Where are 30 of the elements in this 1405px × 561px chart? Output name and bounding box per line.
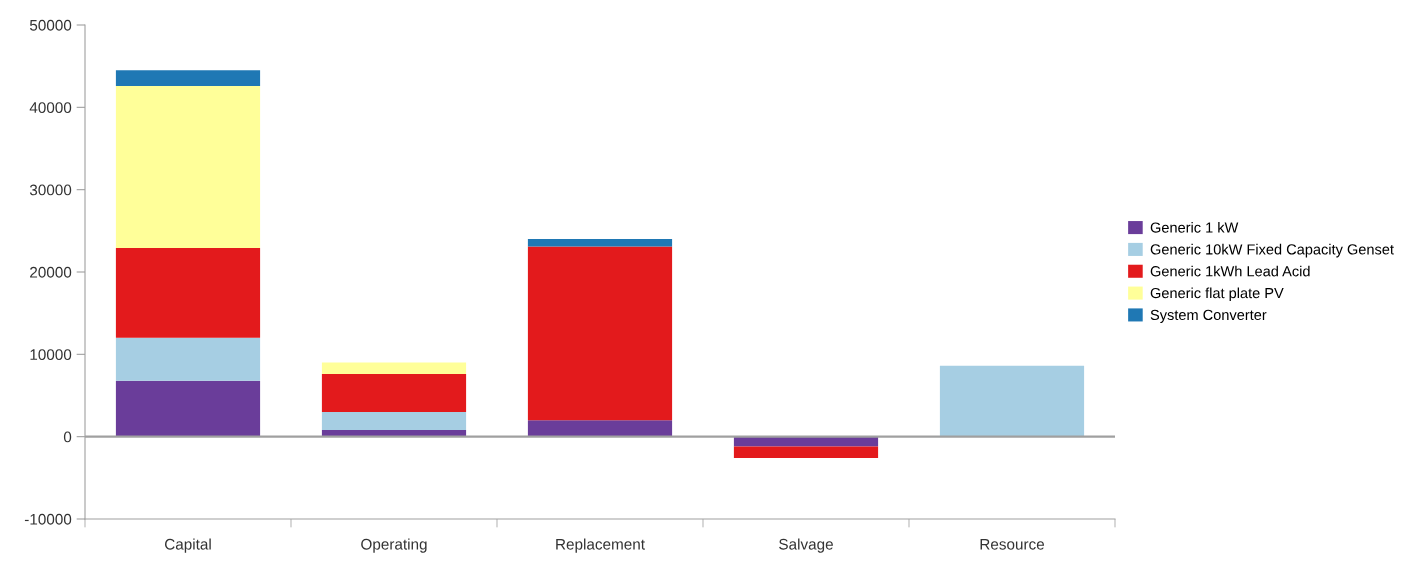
legend-label: Generic 10kW Fixed Capacity Genset	[1150, 243, 1394, 258]
x-tick-label: Replacement	[556, 538, 645, 553]
bar	[321, 411, 467, 431]
y-tick-label: 50000	[29, 19, 72, 31]
y-tick-label: 20000	[30, 266, 72, 278]
legend-label: Generic flat plate PV	[1150, 287, 1284, 302]
bar	[527, 239, 673, 247]
bar	[115, 337, 261, 381]
legend-label: System Converter	[1150, 309, 1267, 323]
bar	[733, 446, 879, 459]
y-tick-label: 0	[63, 431, 72, 443]
bar	[527, 420, 673, 437]
y-tick-label: 40000	[29, 102, 72, 114]
bar	[527, 246, 673, 421]
x-tick-label: Resource	[980, 539, 1045, 550]
bar	[115, 70, 261, 86]
y-tick-label: 30000	[29, 184, 72, 196]
x-tick-label: Salvage	[779, 538, 833, 553]
bar	[321, 362, 467, 375]
bar	[321, 374, 467, 412]
legend-label: Generic 1 kW	[1150, 222, 1239, 233]
x-tick-label: Capital	[165, 538, 211, 553]
bar	[115, 380, 261, 437]
bar	[115, 248, 261, 338]
bar	[115, 85, 261, 249]
y-tick-label: -10000	[24, 513, 72, 525]
legend-label: Generic 1kWh Lead Acid	[1150, 265, 1310, 277]
x-tick-label: Operating	[361, 538, 427, 553]
bar	[939, 365, 1085, 437]
y-tick-label: 10000	[30, 349, 72, 361]
